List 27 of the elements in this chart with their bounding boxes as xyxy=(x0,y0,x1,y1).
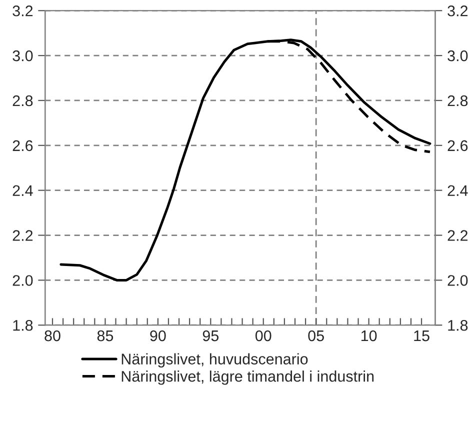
x-tick-label: 05 xyxy=(308,330,324,342)
legend-label: Näringslivet, huvudscenario xyxy=(122,353,308,368)
y-tick-label: 2.8 xyxy=(12,95,33,106)
y2-tick-label: 2.6 xyxy=(448,140,468,152)
line-series xyxy=(60,38,432,282)
y-tick-label: 3.2 xyxy=(12,5,33,16)
y-tick-label: 2.0 xyxy=(12,275,33,286)
legend-label: Näringslivet, lägre timandel i industrin xyxy=(122,370,374,385)
y2-tick-label: 2.2 xyxy=(448,230,468,241)
x-tick-label: 15 xyxy=(414,330,430,342)
y2-tick-label: 3.2 xyxy=(448,5,468,16)
y-tick-label: 2.6 xyxy=(12,140,33,152)
x-tick-label: 80 xyxy=(44,330,60,342)
x-tick-label: 10 xyxy=(361,330,377,342)
y-tick-label: 2.4 xyxy=(12,185,33,196)
x-tick-label: 90 xyxy=(150,330,166,342)
y2-tick-label: 3.0 xyxy=(448,50,468,62)
y-tick-label: 2.2 xyxy=(12,230,33,241)
y2-tick-label: 1.8 xyxy=(448,320,468,331)
y-tick-label: 3.0 xyxy=(12,50,33,62)
y2-tick-label: 2.0 xyxy=(448,275,468,286)
y2-tick-label: 2.8 xyxy=(448,95,468,106)
x-tick-label: 95 xyxy=(202,330,219,342)
x-tick-label: 85 xyxy=(97,330,114,342)
y2-tick-label: 2.4 xyxy=(448,185,468,196)
y-tick-label: 1.8 xyxy=(13,320,33,331)
x-tick-label: 00 xyxy=(255,330,272,342)
